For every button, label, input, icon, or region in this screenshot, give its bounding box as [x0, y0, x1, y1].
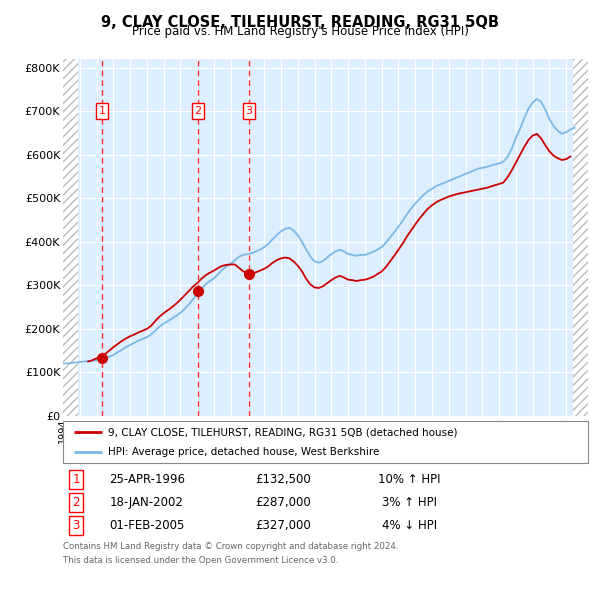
Text: This data is licensed under the Open Government Licence v3.0.: This data is licensed under the Open Gov…: [63, 556, 338, 565]
Text: 2: 2: [194, 106, 202, 116]
Bar: [573, 59, 588, 416]
Text: 9, CLAY CLOSE, TILEHURST, READING, RG31 5QB (detached house): 9, CLAY CLOSE, TILEHURST, READING, RG31 …: [107, 427, 457, 437]
Text: 9, CLAY CLOSE, TILEHURST, READING, RG31 5QB: 9, CLAY CLOSE, TILEHURST, READING, RG31 …: [101, 15, 499, 30]
Text: £132,500: £132,500: [256, 473, 311, 486]
Text: 1: 1: [73, 473, 80, 486]
Text: 25-APR-1996: 25-APR-1996: [109, 473, 185, 486]
Text: 01-FEB-2005: 01-FEB-2005: [109, 519, 185, 532]
Text: 18-JAN-2002: 18-JAN-2002: [110, 496, 184, 509]
Text: 3: 3: [245, 106, 253, 116]
Text: £287,000: £287,000: [256, 496, 311, 509]
Text: 2: 2: [73, 496, 80, 509]
Text: 3: 3: [73, 519, 80, 532]
FancyBboxPatch shape: [63, 421, 588, 463]
Bar: [63, 59, 78, 416]
Text: 1: 1: [98, 106, 106, 116]
Text: Price paid vs. HM Land Registry's House Price Index (HPI): Price paid vs. HM Land Registry's House …: [131, 25, 469, 38]
Text: 3% ↑ HPI: 3% ↑ HPI: [382, 496, 437, 509]
Text: £327,000: £327,000: [256, 519, 311, 532]
Text: HPI: Average price, detached house, West Berkshire: HPI: Average price, detached house, West…: [107, 447, 379, 457]
Text: Contains HM Land Registry data © Crown copyright and database right 2024.: Contains HM Land Registry data © Crown c…: [63, 542, 398, 550]
Text: 4% ↓ HPI: 4% ↓ HPI: [382, 519, 437, 532]
Text: 10% ↑ HPI: 10% ↑ HPI: [378, 473, 441, 486]
